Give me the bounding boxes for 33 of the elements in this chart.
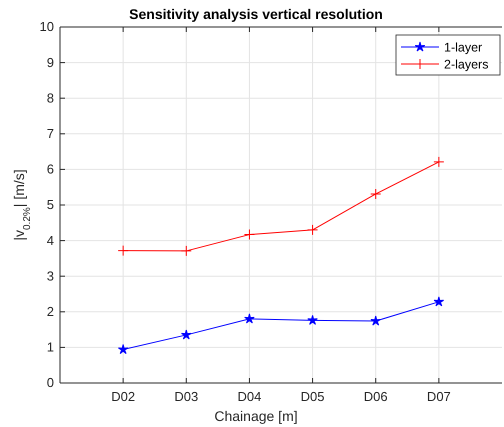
point <box>180 245 192 256</box>
point <box>307 224 318 236</box>
y-tick-label: 0 <box>46 375 54 390</box>
y-tick-label: 4 <box>46 232 54 248</box>
x-axis-title: Chainage [m] <box>214 408 298 424</box>
y-tick-label: 3 <box>46 268 54 284</box>
point <box>434 296 444 306</box>
x-tick-label: D07 <box>426 389 451 404</box>
y-tick-label: 8 <box>46 90 54 106</box>
chart-title: Sensitivity analysis vertical resolution <box>129 6 383 22</box>
y-tick-label: 2 <box>46 304 54 319</box>
legend-label: 2-layers <box>444 58 488 72</box>
y-tick-label: 7 <box>46 126 54 141</box>
point <box>244 313 255 324</box>
y-tick-label: 10 <box>40 19 54 34</box>
x-tick-label: D05 <box>300 389 324 404</box>
y-tick-label: 5 <box>46 197 54 212</box>
x-tick-label: D03 <box>174 389 198 404</box>
y-tick-label: 1 <box>46 340 54 355</box>
point <box>370 316 381 326</box>
x-tick-label: D06 <box>364 389 388 404</box>
y-tick-label: 6 <box>46 162 54 177</box>
point <box>433 156 444 168</box>
point <box>118 245 129 256</box>
point <box>307 314 318 325</box>
point <box>370 188 382 200</box>
point <box>181 329 192 340</box>
legend-label: 1-layer <box>444 40 482 54</box>
point <box>244 229 255 240</box>
y-tick-label: 9 <box>46 54 54 70</box>
point <box>118 344 128 354</box>
x-tick-label: D04 <box>238 389 262 404</box>
x-tick-label: D02 <box>111 389 136 404</box>
